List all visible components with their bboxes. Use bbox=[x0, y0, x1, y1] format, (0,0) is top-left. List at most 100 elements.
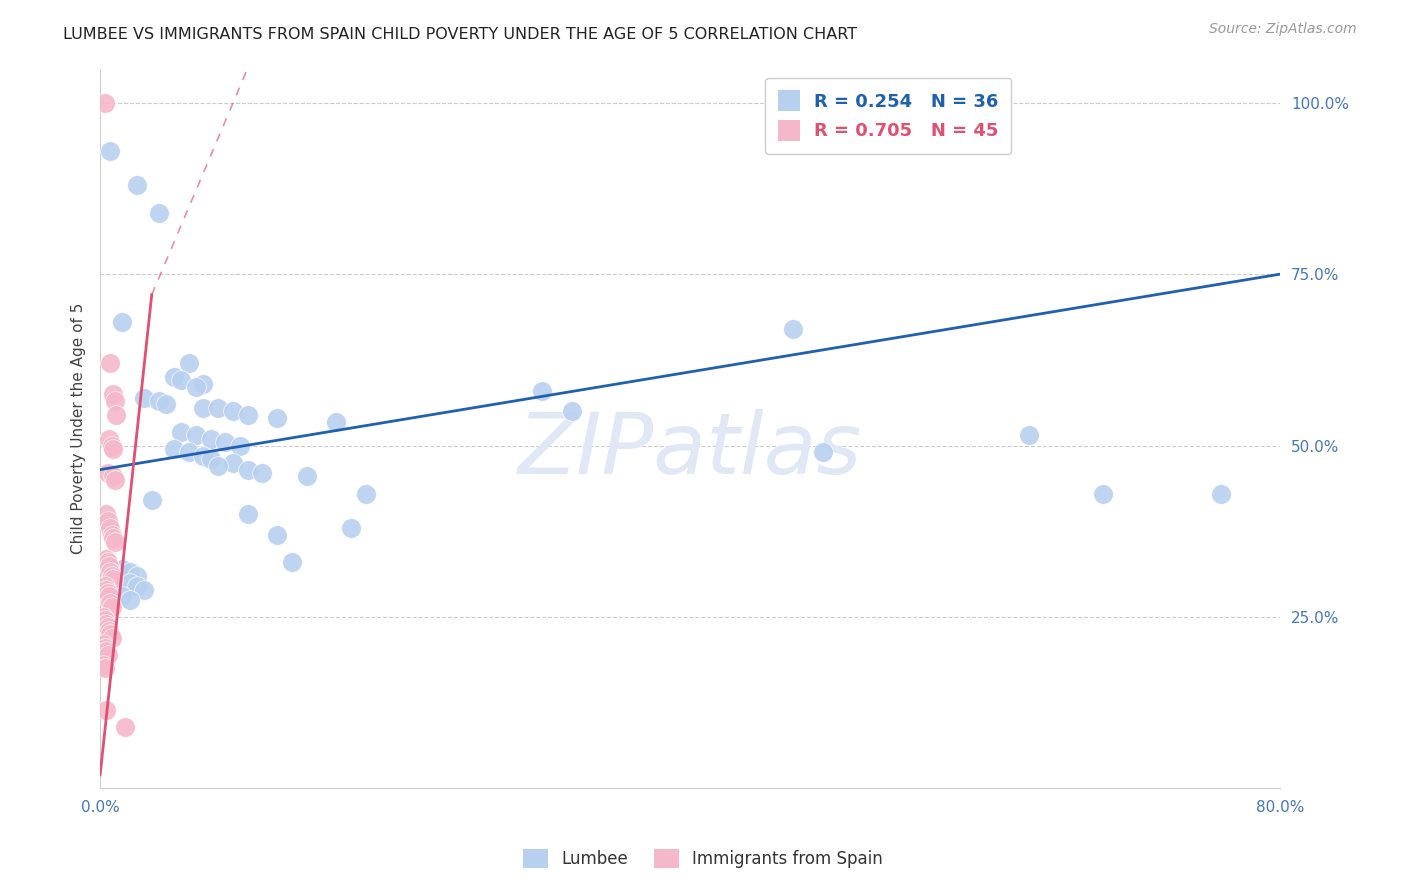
Point bbox=[193, 449, 215, 463]
Point bbox=[252, 466, 274, 480]
Point bbox=[295, 469, 318, 483]
Point bbox=[114, 720, 136, 734]
Point bbox=[200, 452, 222, 467]
Point bbox=[100, 566, 122, 580]
Point bbox=[236, 462, 259, 476]
Point bbox=[170, 374, 193, 388]
Point bbox=[104, 473, 127, 487]
Point bbox=[214, 435, 236, 450]
Point bbox=[200, 432, 222, 446]
Point bbox=[93, 640, 115, 655]
Point bbox=[93, 661, 115, 675]
Point bbox=[91, 637, 114, 651]
Point bbox=[184, 380, 207, 394]
Point bbox=[141, 493, 163, 508]
Point bbox=[170, 425, 193, 439]
Point bbox=[111, 562, 134, 576]
Text: Source: ZipAtlas.com: Source: ZipAtlas.com bbox=[1209, 22, 1357, 37]
Point bbox=[163, 370, 186, 384]
Y-axis label: Child Poverty Under the Age of 5: Child Poverty Under the Age of 5 bbox=[72, 302, 86, 554]
Point bbox=[531, 384, 554, 398]
Point bbox=[100, 521, 122, 535]
Point bbox=[148, 205, 170, 219]
Point bbox=[1209, 486, 1232, 500]
Point bbox=[91, 658, 114, 673]
Point bbox=[207, 401, 229, 415]
Point bbox=[101, 528, 124, 542]
Point bbox=[236, 408, 259, 422]
Point bbox=[1091, 486, 1114, 500]
Point bbox=[103, 469, 125, 483]
Point bbox=[100, 356, 122, 370]
Legend: R = 0.254   N = 36, R = 0.705   N = 45: R = 0.254 N = 36, R = 0.705 N = 45 bbox=[765, 78, 1011, 153]
Point bbox=[94, 703, 117, 717]
Text: LUMBEE VS IMMIGRANTS FROM SPAIN CHILD POVERTY UNDER THE AGE OF 5 CORRELATION CHA: LUMBEE VS IMMIGRANTS FROM SPAIN CHILD PO… bbox=[63, 27, 858, 42]
Point bbox=[94, 507, 117, 521]
Point bbox=[93, 95, 115, 110]
Point bbox=[103, 531, 125, 545]
Point bbox=[98, 624, 121, 638]
Point bbox=[101, 439, 124, 453]
Point bbox=[266, 528, 288, 542]
Point bbox=[177, 445, 200, 459]
Point bbox=[105, 408, 128, 422]
Point bbox=[98, 558, 121, 573]
Point bbox=[101, 569, 124, 583]
Point bbox=[134, 391, 156, 405]
Point bbox=[782, 322, 804, 336]
Point bbox=[98, 432, 121, 446]
Point bbox=[354, 486, 377, 500]
Legend: Lumbee, Immigrants from Spain: Lumbee, Immigrants from Spain bbox=[517, 842, 889, 875]
Point bbox=[103, 387, 125, 401]
Point bbox=[561, 404, 583, 418]
Point bbox=[325, 415, 347, 429]
Point bbox=[236, 507, 259, 521]
Point bbox=[104, 394, 127, 409]
Point bbox=[91, 610, 114, 624]
Point bbox=[103, 572, 125, 586]
Point bbox=[177, 356, 200, 370]
Point bbox=[118, 566, 141, 580]
Point bbox=[193, 401, 215, 415]
Point bbox=[96, 555, 118, 569]
Point bbox=[94, 551, 117, 566]
Point bbox=[184, 428, 207, 442]
Point bbox=[125, 569, 148, 583]
Point bbox=[96, 648, 118, 662]
Text: ZIPatlas: ZIPatlas bbox=[517, 409, 862, 491]
Point bbox=[1018, 428, 1040, 442]
Point bbox=[96, 620, 118, 634]
Point bbox=[96, 514, 118, 528]
Point bbox=[148, 394, 170, 409]
Point bbox=[101, 599, 124, 614]
Point bbox=[207, 459, 229, 474]
Point bbox=[103, 442, 125, 456]
Point bbox=[125, 579, 148, 593]
Point bbox=[111, 590, 134, 604]
Point bbox=[229, 439, 252, 453]
Point bbox=[96, 466, 118, 480]
Point bbox=[266, 411, 288, 425]
Point bbox=[193, 376, 215, 391]
Point bbox=[96, 586, 118, 600]
Point bbox=[94, 582, 117, 597]
Point bbox=[94, 616, 117, 631]
Point bbox=[118, 575, 141, 590]
Point bbox=[118, 593, 141, 607]
Point bbox=[100, 627, 122, 641]
Point bbox=[93, 579, 115, 593]
Point bbox=[281, 555, 304, 569]
Point bbox=[100, 596, 122, 610]
Point bbox=[125, 178, 148, 192]
Point bbox=[111, 315, 134, 329]
Point bbox=[94, 644, 117, 658]
Point bbox=[222, 404, 245, 418]
Point bbox=[101, 631, 124, 645]
Point bbox=[811, 445, 834, 459]
Point bbox=[104, 534, 127, 549]
Point bbox=[93, 614, 115, 628]
Point bbox=[98, 590, 121, 604]
Point bbox=[339, 521, 361, 535]
Point bbox=[134, 582, 156, 597]
Point bbox=[100, 144, 122, 158]
